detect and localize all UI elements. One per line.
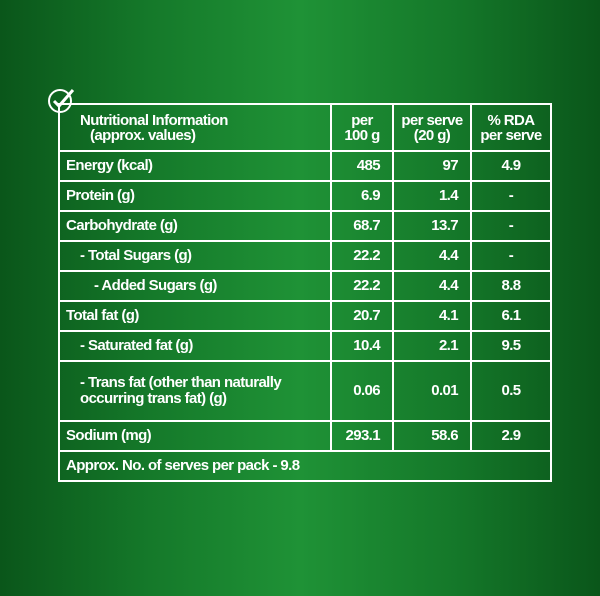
nutrient-value: - <box>470 240 552 272</box>
nutrient-value: 4.4 <box>392 240 472 272</box>
table-row: Carbohydrate (g) 68.7 13.7- <box>58 210 552 242</box>
header-text: % RDA <box>487 111 535 129</box>
header-text: per serve <box>480 126 542 144</box>
header-cell: per serve (20 g) <box>392 103 472 152</box>
nutrient-value: 6.1 <box>470 300 552 332</box>
table-row: - Trans fat (other than naturally occurri… <box>58 360 552 422</box>
nutrient-value: 4.4 <box>392 270 472 302</box>
header-cell: Nutritional Information (approx. values) <box>58 103 332 152</box>
nutrient-value: 13.7 <box>392 210 472 242</box>
header-text: (approx. values) <box>90 126 196 144</box>
nutrient-value: 0.01 <box>392 360 472 422</box>
nutrient-value: 2.9 <box>470 420 552 452</box>
nutrient-label: - Trans fat (other than naturally occurri… <box>58 360 332 422</box>
nutrition-table: Nutritional Information (approx. values) … <box>58 103 552 482</box>
label-line: occurring trans fat) (g) <box>80 390 227 407</box>
table-body: Energy (kcal) 485 97 4.9 Protein (g) 6.9 1.4- C… <box>58 150 552 452</box>
header-text: Nutritional Information <box>80 111 228 129</box>
nutrient-value: 485 <box>330 150 394 182</box>
nutrient-label: - Saturated fat (g) <box>58 330 332 362</box>
table-row: - Total Sugars (g) 22.2 4.4- <box>58 240 552 272</box>
header-cell: per 100 g <box>330 103 394 152</box>
header-cell: % RDA per serve <box>470 103 552 152</box>
label-line: - Trans fat (other than naturally <box>80 374 282 391</box>
nutrient-label: - Added Sugars (g) <box>58 270 332 302</box>
table-row: Sodium (mg) 293.1 58.6 2.9 <box>58 420 552 452</box>
nutrient-value: 2.1 <box>392 330 472 362</box>
nutrient-value: 8.8 <box>470 270 552 302</box>
nutrient-label: - Total Sugars (g) <box>58 240 332 272</box>
table-row: Protein (g) 6.9 1.4- <box>58 180 552 212</box>
nutrient-value: 4.9 <box>470 150 552 182</box>
nutrient-value: 58.6 <box>392 420 472 452</box>
nutrient-value: 10.4 <box>330 330 394 362</box>
nutrient-value: 0.06 <box>330 360 394 422</box>
table-row: - Added Sugars (g) 22.2 4.4 8.8 <box>58 270 552 302</box>
nutrient-value: 9.5 <box>470 330 552 362</box>
nutrient-value: 4.1 <box>392 300 472 332</box>
footer-cell: Approx. No. of serves per pack - 9.8 <box>58 450 552 482</box>
nutrient-value: 20.7 <box>330 300 394 332</box>
table-row: Total fat (g) 20.7 4.1 6.1 <box>58 300 552 332</box>
nutrient-value: 22.2 <box>330 270 394 302</box>
header-row: Nutritional Information (approx. values) … <box>58 103 552 152</box>
nutrient-label: Carbohydrate (g) <box>58 210 332 242</box>
header-text: per serve <box>401 111 463 129</box>
nutrient-value: 6.9 <box>330 180 394 212</box>
footer-row: Approx. No. of serves per pack - 9.8 <box>58 450 552 482</box>
nutrient-value: 68.7 <box>330 210 394 242</box>
nutrient-value: 97 <box>392 150 472 182</box>
nutrient-label: Protein (g) <box>58 180 332 212</box>
nutrient-value: 1.4 <box>392 180 472 212</box>
nutrient-label: Total fat (g) <box>58 300 332 332</box>
nutrient-value: 0.5 <box>470 360 552 422</box>
nutrient-value: 293.1 <box>330 420 394 452</box>
nutrient-value: 22.2 <box>330 240 394 272</box>
header-text: 100 g <box>344 126 380 144</box>
nutrient-value: - <box>470 210 552 242</box>
header-text: (20 g) <box>413 126 451 144</box>
table-row: Energy (kcal) 485 97 4.9 <box>58 150 552 182</box>
nutrient-value: - <box>470 180 552 212</box>
nutrient-label: Energy (kcal) <box>58 150 332 182</box>
nutrient-label: Sodium (mg) <box>58 420 332 452</box>
table-row: - Saturated fat (g) 10.4 2.1 9.5 <box>58 330 552 362</box>
header-text: per <box>351 111 373 129</box>
